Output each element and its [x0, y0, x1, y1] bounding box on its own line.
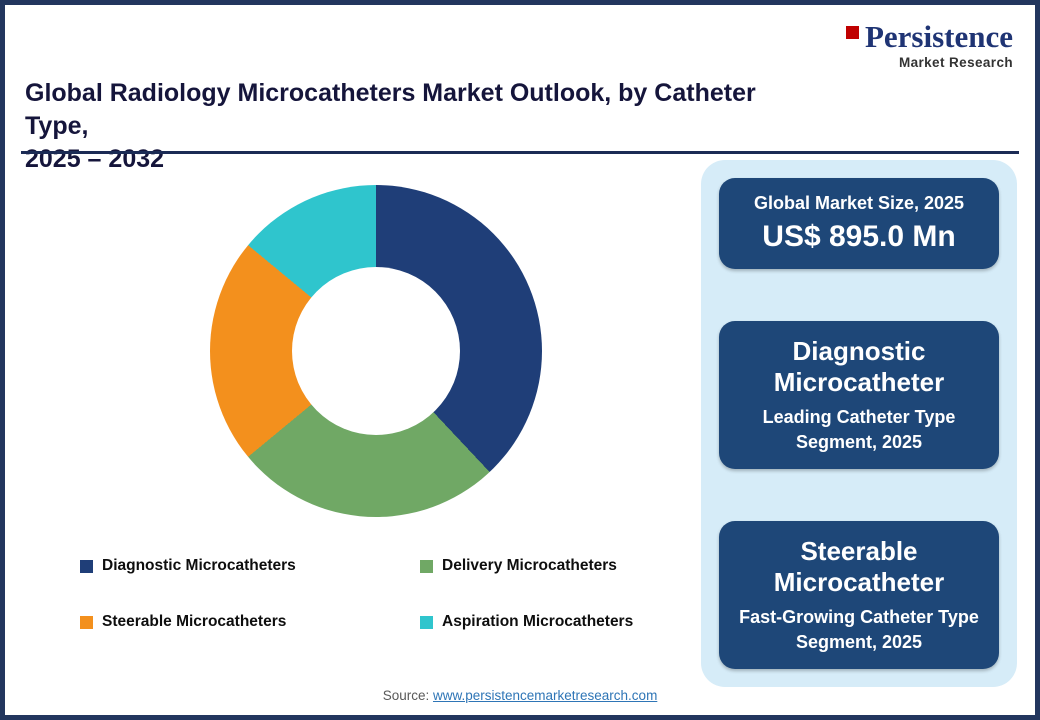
source-link[interactable]: www.persistencemarketresearch.com — [432, 688, 658, 703]
legend-label-aspiration: Aspiration Microcatheters — [442, 613, 634, 630]
legend-label-delivery: Delivery Microcatheters — [442, 557, 617, 574]
leading-segment-desc: Leading Catheter Type Segment, 2025 — [762, 407, 956, 452]
legend-swatch-aspiration — [420, 615, 433, 629]
logo-subtitle: Market Research — [898, 55, 1013, 70]
source-line: Source: www.persistencemarketresearch.co… — [5, 688, 1035, 703]
legend-item-delivery: Delivery Microcatheters — [420, 557, 760, 575]
fast-growing-segment-desc: Fast-Growing Catheter Type Segment, 2025 — [739, 607, 979, 652]
legend-swatch-steerable — [80, 615, 93, 629]
chart-legend: Diagnostic Microcatheters Delivery Micro… — [80, 557, 760, 631]
logo-brand: Persistence — [864, 19, 1013, 54]
legend-item-steerable: Steerable Microcatheters — [80, 613, 420, 631]
fast-growing-segment-box: Steerable Microcatheter Fast-Growing Cat… — [719, 521, 999, 669]
donut-chart — [210, 185, 542, 517]
title-divider — [21, 151, 1019, 154]
leading-segment-name: Diagnostic Microcatheter — [773, 336, 945, 397]
source-label: Source: — [382, 688, 430, 703]
page-title-line1: Global Radiology Microcatheters Market O… — [25, 79, 756, 140]
fast-growing-segment-name: Steerable Microcatheter — [773, 536, 945, 597]
legend-label-diagnostic: Diagnostic Microcatheters — [102, 557, 296, 574]
logo: Persistence Market Research — [845, 19, 1013, 70]
market-size-label: Global Market Size, 2025 — [753, 193, 965, 213]
leading-segment-box: Diagnostic Microcatheter Leading Cathete… — [719, 321, 999, 469]
legend-swatch-diagnostic — [80, 559, 93, 573]
logo-red-mark-icon — [845, 26, 859, 39]
legend-item-aspiration: Aspiration Microcatheters — [420, 613, 760, 631]
donut-hole — [292, 267, 460, 435]
page-title-line2: 2025 – 2032 — [25, 145, 165, 173]
legend-item-diagnostic: Diagnostic Microcatheters — [80, 557, 420, 575]
highlights-panel: Global Market Size, 2025 US$ 895.0 Mn Di… — [701, 160, 1017, 687]
market-size-value: US$ 895.0 Mn — [762, 220, 956, 253]
legend-swatch-delivery — [420, 559, 433, 573]
legend-label-steerable: Steerable Microcatheters — [102, 613, 287, 630]
market-size-box: Global Market Size, 2025 US$ 895.0 Mn — [719, 178, 999, 269]
page-title: Global Radiology Microcatheters Market O… — [25, 77, 785, 176]
